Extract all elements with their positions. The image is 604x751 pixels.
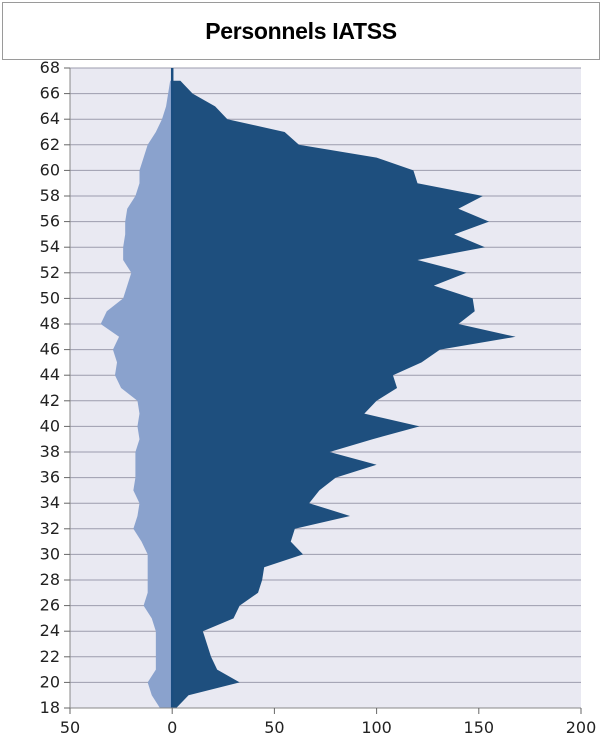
y-tick-label: 38 xyxy=(40,442,60,461)
y-tick-label: 44 xyxy=(40,365,60,384)
y-tick-label: 22 xyxy=(40,647,60,666)
y-tick-label: 18 xyxy=(40,698,60,717)
y-tick-label: 52 xyxy=(40,263,60,282)
series-area-right xyxy=(172,80,516,709)
x-tick-label: 50 xyxy=(60,718,80,737)
x-tick-label: 100 xyxy=(361,718,392,737)
y-tick-label: 54 xyxy=(40,237,60,256)
y-tick-label: 60 xyxy=(40,160,60,179)
y-tick-label: 34 xyxy=(40,493,60,512)
y-tick-label: 30 xyxy=(40,544,60,563)
chart-title: Personnels IATSS xyxy=(205,17,397,44)
y-tick-label: 62 xyxy=(40,135,60,154)
y-tick-label: 20 xyxy=(40,672,60,691)
y-tick-label: 50 xyxy=(40,288,60,307)
y-tick-label: 40 xyxy=(40,416,60,435)
y-tick-label: 42 xyxy=(40,391,60,410)
chart-title-box: Personnels IATSS xyxy=(2,2,600,60)
x-tick-label: 200 xyxy=(566,718,597,737)
y-tick-label: 48 xyxy=(40,314,60,333)
y-tick-label: 36 xyxy=(40,468,60,487)
series-area-left xyxy=(100,80,173,709)
y-tick-label: 64 xyxy=(40,109,60,128)
x-tick-label: 150 xyxy=(464,718,495,737)
y-tick-label: 46 xyxy=(40,340,60,359)
y-tick-label: 32 xyxy=(40,519,60,538)
y-tick-label: 28 xyxy=(40,570,60,589)
y-tick-label: 68 xyxy=(40,58,60,77)
y-tick-label: 26 xyxy=(40,596,60,615)
y-tick-label: 24 xyxy=(40,621,60,640)
y-tick-label: 66 xyxy=(40,84,60,103)
x-tick-label: 0 xyxy=(167,718,177,737)
x-tick-label: 50 xyxy=(264,718,284,737)
y-tick-label: 56 xyxy=(40,212,60,231)
y-tick-label: 58 xyxy=(40,186,60,205)
